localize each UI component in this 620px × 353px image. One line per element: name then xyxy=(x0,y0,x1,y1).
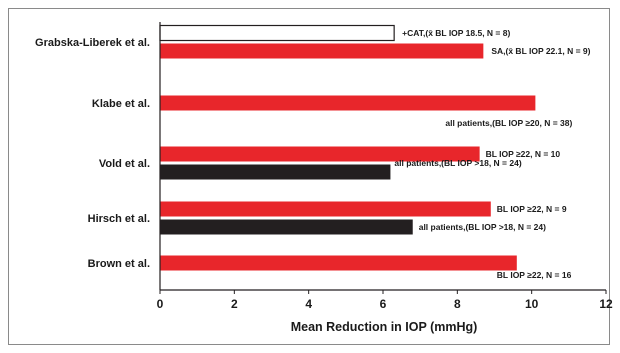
x-tick-label: 4 xyxy=(305,297,312,311)
bar xyxy=(160,201,491,217)
bar-annotation: SA,(x̄ BL IOP 22.1, N = 9) xyxy=(491,46,590,56)
x-tick-label: 2 xyxy=(231,297,238,311)
bars-layer xyxy=(159,24,536,271)
bar xyxy=(160,164,391,180)
bar-annotation: all patients,(BL IOP >18, N = 24) xyxy=(419,222,546,232)
study-label: Klabe et al. xyxy=(92,98,150,110)
x-tick-label: 12 xyxy=(599,297,613,311)
bar-annotation: +CAT,(x̄ BL IOP 18.5, N = 8) xyxy=(402,28,510,38)
labels-layer: Grabska-Liberek et al. +CAT,(x̄ BL IOP 18… xyxy=(35,28,591,280)
study-label: Hirsch et al. xyxy=(88,213,150,225)
bar-annotation: BL IOP ≥22, N = 10 xyxy=(486,149,561,159)
bar xyxy=(160,146,480,162)
study-label: Vold et al. xyxy=(99,158,150,170)
bar-annotation: BL IOP ≥22, N = 16 xyxy=(497,270,572,280)
bar xyxy=(159,24,395,42)
x-tick-label: 6 xyxy=(380,297,387,311)
bar-annotation: all patients,(BL IOP ≥20, N = 38) xyxy=(445,118,572,128)
bar xyxy=(160,219,413,235)
bar xyxy=(160,43,484,59)
x-axis-label: Mean Reduction in IOP (mmHg) xyxy=(291,320,478,334)
bar xyxy=(160,255,517,271)
study-label: Brown et al. xyxy=(88,258,150,270)
bar-annotation: all patients,(BL IOP >18, N = 24) xyxy=(394,158,521,168)
bar-annotation: BL IOP ≥22, N = 9 xyxy=(497,204,567,214)
x-tick-label: 8 xyxy=(454,297,461,311)
bar xyxy=(160,95,536,111)
x-axis: 0 2 4 6 8 10 12 xyxy=(157,22,613,311)
study-label: Grabska-Liberek et al. xyxy=(35,37,150,49)
x-tick-label: 0 xyxy=(157,297,164,311)
x-tick-label: 10 xyxy=(525,297,539,311)
